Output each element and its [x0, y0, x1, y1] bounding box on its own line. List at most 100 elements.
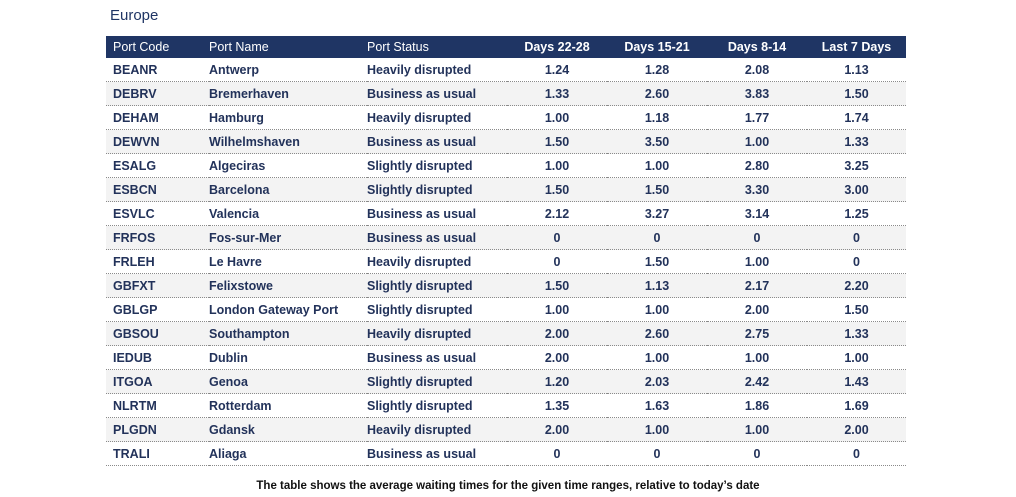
- cell-last-7-days: 0: [807, 441, 906, 466]
- cell-days-15-21: 2.60: [607, 81, 707, 106]
- cell-port-status: Business as usual: [367, 345, 507, 370]
- cell-days-8-14: 2.17: [707, 273, 807, 298]
- cell-port-status: Slightly disrupted: [367, 369, 507, 394]
- cell-port-code: ITGOA: [106, 369, 209, 394]
- cell-port-code: GBSOU: [106, 321, 209, 346]
- cell-days-15-21: 1.00: [607, 297, 707, 322]
- cell-port-code: DEHAM: [106, 105, 209, 130]
- cell-last-7-days: 1.50: [807, 81, 906, 106]
- cell-port-code: ESBCN: [106, 177, 209, 202]
- cell-port-status: Heavily disrupted: [367, 105, 507, 130]
- cell-port-code: NLRTM: [106, 393, 209, 418]
- cell-days-15-21: 0: [607, 441, 707, 466]
- table-row: ESBCN Barcelona Slightly disrupted 1.50 1.50…: [106, 177, 906, 202]
- cell-port-name: Bremerhaven: [209, 81, 367, 106]
- cell-port-status: Business as usual: [367, 129, 507, 154]
- cell-last-7-days: 1.74: [807, 105, 906, 130]
- column-header-port-code: Port Code: [106, 36, 209, 58]
- column-header-last-7-days: Last 7 Days: [807, 36, 906, 58]
- cell-days-8-14: 1.00: [707, 417, 807, 442]
- cell-port-name: Antwerp: [209, 58, 367, 82]
- cell-port-code: FRFOS: [106, 225, 209, 250]
- cell-port-code: FRLEH: [106, 249, 209, 274]
- cell-days-22-28: 1.24: [507, 58, 607, 82]
- cell-days-15-21: 1.50: [607, 177, 707, 202]
- cell-port-code: DEWVN: [106, 129, 209, 154]
- cell-port-status: Slightly disrupted: [367, 273, 507, 298]
- table-row: FRLEH Le Havre Heavily disrupted 0 1.50 1.00 0: [106, 249, 906, 274]
- cell-port-status: Heavily disrupted: [367, 321, 507, 346]
- cell-port-name: Algeciras: [209, 153, 367, 178]
- cell-port-name: Valencia: [209, 201, 367, 226]
- cell-days-15-21: 2.03: [607, 369, 707, 394]
- table-row: GBSOU Southampton Heavily disrupted 2.00 2.6…: [106, 321, 906, 346]
- cell-days-8-14: 1.77: [707, 105, 807, 130]
- cell-port-name: Le Havre: [209, 249, 367, 274]
- cell-days-22-28: 1.20: [507, 369, 607, 394]
- cell-days-22-28: 1.35: [507, 393, 607, 418]
- cell-days-22-28: 2.00: [507, 345, 607, 370]
- cell-days-8-14: 3.14: [707, 201, 807, 226]
- table-row: GBLGP London Gateway Port Slightly disrupt…: [106, 297, 906, 322]
- column-header-days-15-21: Days 15-21: [607, 36, 707, 58]
- cell-days-8-14: 1.00: [707, 345, 807, 370]
- cell-days-22-28: 1.00: [507, 105, 607, 130]
- column-header-port-status: Port Status: [367, 36, 507, 58]
- cell-port-code: BEANR: [106, 58, 209, 82]
- cell-days-15-21: 0: [607, 225, 707, 250]
- cell-port-status: Heavily disrupted: [367, 417, 507, 442]
- cell-days-8-14: 2.00: [707, 297, 807, 322]
- cell-days-15-21: 1.63: [607, 393, 707, 418]
- cell-port-code: ESVLC: [106, 201, 209, 226]
- cell-days-8-14: 1.00: [707, 249, 807, 274]
- cell-port-name: Gdansk: [209, 417, 367, 442]
- table-row: ESALG Algeciras Slightly disrupted 1.00 1.00…: [106, 153, 906, 178]
- cell-port-status: Slightly disrupted: [367, 153, 507, 178]
- cell-port-name: Dublin: [209, 345, 367, 370]
- cell-port-status: Heavily disrupted: [367, 58, 507, 82]
- cell-port-code: DEBRV: [106, 81, 209, 106]
- cell-days-15-21: 1.50: [607, 249, 707, 274]
- cell-port-name: Hamburg: [209, 105, 367, 130]
- cell-days-8-14: 0: [707, 441, 807, 466]
- cell-port-status: Heavily disrupted: [367, 249, 507, 274]
- table-caption: The table shows the average waiting time…: [256, 480, 760, 492]
- cell-days-22-28: 0: [507, 249, 607, 274]
- cell-days-15-21: 1.00: [607, 153, 707, 178]
- cell-port-code: TRALI: [106, 441, 209, 466]
- cell-port-name: Southampton: [209, 321, 367, 346]
- cell-days-8-14: 2.75: [707, 321, 807, 346]
- table-row: IEDUB Dublin Business as usual 2.00 1.00 1.00…: [106, 345, 906, 370]
- cell-last-7-days: 2.20: [807, 273, 906, 298]
- region-title: Europe: [110, 7, 159, 24]
- cell-port-name: Genoa: [209, 369, 367, 394]
- cell-last-7-days: 1.33: [807, 129, 906, 154]
- cell-port-name: Wilhelmshaven: [209, 129, 367, 154]
- cell-days-8-14: 2.42: [707, 369, 807, 394]
- cell-days-22-28: 2.12: [507, 201, 607, 226]
- cell-port-status: Business as usual: [367, 441, 507, 466]
- cell-port-status: Business as usual: [367, 201, 507, 226]
- cell-port-status: Slightly disrupted: [367, 297, 507, 322]
- table-row: NLRTM Rotterdam Slightly disrupted 1.35 1.63…: [106, 393, 906, 418]
- table-row: TRALI Aliaga Business as usual 0 0 0 0: [106, 441, 906, 466]
- cell-days-15-21: 3.27: [607, 201, 707, 226]
- cell-days-22-28: 1.50: [507, 177, 607, 202]
- cell-port-name: Barcelona: [209, 177, 367, 202]
- table-row: ESVLC Valencia Business as usual 2.12 3.27 3.…: [106, 201, 906, 226]
- cell-days-8-14: 1.86: [707, 393, 807, 418]
- table-header-row: Port Code Port Name Port Status Days 22-28 D…: [106, 36, 906, 58]
- cell-last-7-days: 1.43: [807, 369, 906, 394]
- table-row: FRFOS Fos-sur-Mer Business as usual 0 0 0 0: [106, 225, 906, 250]
- cell-port-name: Aliaga: [209, 441, 367, 466]
- cell-last-7-days: 1.50: [807, 297, 906, 322]
- cell-port-status: Business as usual: [367, 225, 507, 250]
- cell-days-8-14: 3.30: [707, 177, 807, 202]
- cell-days-22-28: 0: [507, 225, 607, 250]
- table-row: BEANR Antwerp Heavily disrupted 1.24 1.28 2.0…: [106, 58, 906, 82]
- cell-days-15-21: 1.13: [607, 273, 707, 298]
- cell-days-22-28: 2.00: [507, 417, 607, 442]
- cell-days-22-28: 1.00: [507, 153, 607, 178]
- cell-port-name: Rotterdam: [209, 393, 367, 418]
- table-row: PLGDN Gdansk Heavily disrupted 2.00 1.00 1.00…: [106, 417, 906, 442]
